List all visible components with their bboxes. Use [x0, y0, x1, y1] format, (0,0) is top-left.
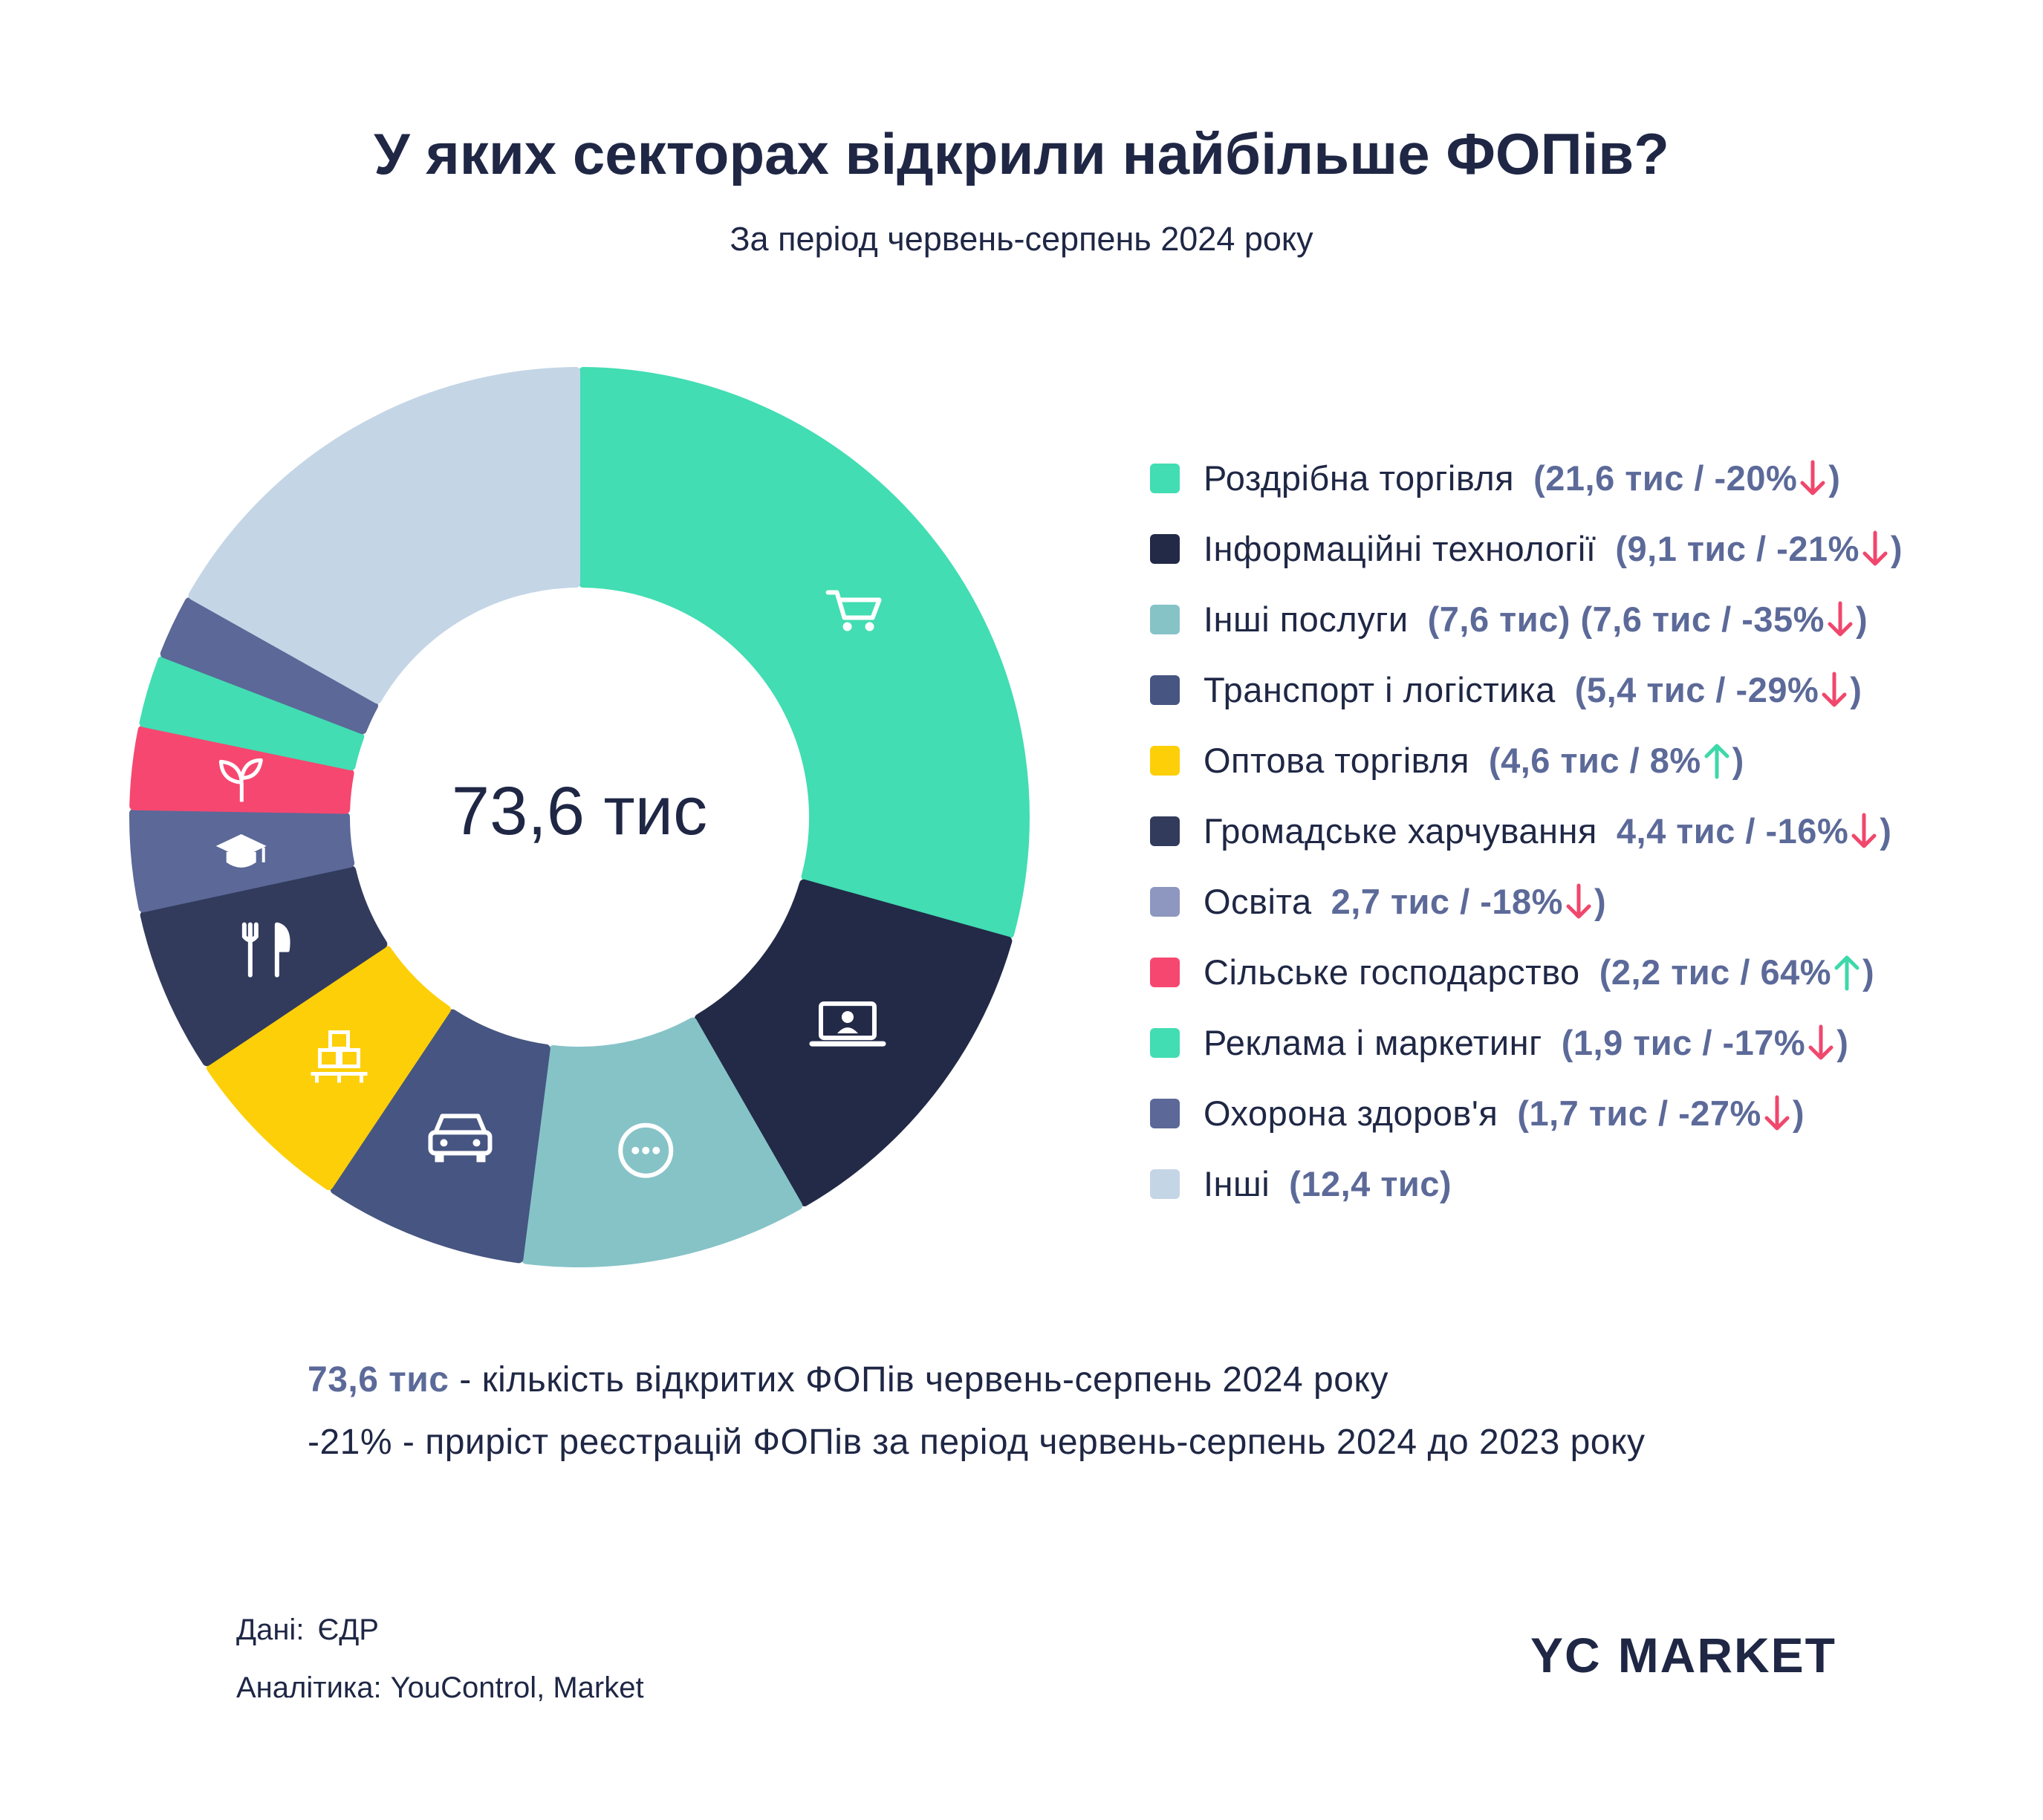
arrow-down-icon [1566, 883, 1591, 919]
note-growth: -21% - приріст реєстрацій ФОПів за періо… [308, 1423, 1646, 1462]
legend-swatch [1150, 463, 1180, 493]
donut-slice [160, 597, 379, 735]
donut-slice [139, 656, 365, 771]
legend-swatch [1150, 604, 1180, 634]
chart-legend: Роздрібна торгівля (21,6 тис / -20%) Інфор… [1150, 443, 1903, 1219]
legend-swatch [1150, 886, 1180, 917]
logo-text: MARKET [1617, 1628, 1836, 1683]
legend-label: Інформаційні технології [1204, 529, 1597, 568]
arrow-down-icon [1800, 460, 1825, 495]
legend-swatch [1150, 1169, 1180, 1199]
boxes-icon [311, 1030, 368, 1083]
arrow-down-icon [1764, 1095, 1790, 1131]
laptop-icon [809, 1001, 886, 1047]
legend-label: Інші [1204, 1164, 1270, 1203]
legend-swatch [1150, 675, 1180, 705]
legend-label: Сільське господарство [1204, 952, 1580, 992]
arrow-down-icon [1822, 672, 1847, 707]
legend-label: Оптова торгівля [1204, 741, 1469, 780]
sprout-icon [218, 758, 263, 802]
chart-subtitle: За період червень-серпень 2024 року [730, 220, 1313, 258]
legend-swatch [1150, 1098, 1180, 1128]
legend-item: Реклама і маркетинг (1,9 тис / -17%) [1150, 1007, 1903, 1078]
shopping-cart-icon [825, 590, 882, 631]
legend-value: (21,6 тис / -20%) [1533, 458, 1841, 498]
legend-label: Освіта [1204, 882, 1312, 921]
donut-slice [330, 1009, 550, 1264]
chart-title: У яких секторах відкрили найбільше ФОПів… [374, 121, 1669, 186]
donut-slice [579, 367, 1030, 939]
car-icon [428, 1114, 493, 1163]
legend-item: Роздрібна торгівля (21,6 тис / -20%) [1150, 443, 1903, 513]
legend-swatch [1150, 1027, 1180, 1058]
legend-item: Інформаційні технології (9,1 тис / -21%) [1150, 513, 1903, 584]
arrow-down-icon [1808, 1024, 1833, 1060]
legend-item: Сільське господарство (2,2 тис / 64%) [1150, 937, 1903, 1007]
arrow-down-icon [1862, 530, 1888, 566]
legend-label: Транспорт і логістика [1204, 670, 1556, 709]
arrow-up-icon [1834, 955, 1860, 991]
footer-sources: Дані: ЄДР Аналітика: YouControl, Market [236, 1613, 644, 1729]
legend-swatch [1150, 745, 1180, 776]
donut-slice [140, 865, 388, 1067]
donut-slice [188, 367, 580, 704]
footer-analytics-label: Аналітика: [236, 1671, 382, 1704]
legend-swatch [1150, 816, 1180, 846]
note-total-value: 73,6 тис [308, 1360, 449, 1400]
legend-label: Роздрібна торгівля [1204, 458, 1515, 498]
footer-data-value: ЄДР [317, 1613, 379, 1646]
arrow-down-icon [1828, 601, 1853, 637]
brand-logo: YC MARKET [1530, 1627, 1836, 1683]
footer-data-label: Дані: [236, 1613, 305, 1646]
legend-label: Громадське харчування [1204, 811, 1597, 851]
legend-value: (1,9 тис / -17%) [1561, 1023, 1849, 1062]
legend-value: 2,7 тис / -18%) [1331, 882, 1607, 921]
notes: 73,6 тис - кількість відкритих ФОПів чер… [308, 1359, 1646, 1484]
legend-item: Освіта 2,7 тис / -18%) [1150, 866, 1903, 937]
footer-data-line: Дані: ЄДР [236, 1613, 644, 1671]
legend-swatch [1150, 957, 1180, 987]
logo-mark: YC [1530, 1628, 1602, 1683]
legend-label: Реклама і маркетинг [1204, 1023, 1542, 1062]
center-total-label: 73,6 тис [451, 773, 708, 849]
arrow-down-icon [1851, 813, 1877, 848]
cutlery-icon [241, 922, 290, 978]
legend-value: (4,6 тис / 8%) [1488, 741, 1744, 780]
legend-item: Інші послуги (7,6 тис) (7,6 тис / -35%) [1150, 584, 1903, 654]
arrow-up-icon [1704, 744, 1729, 779]
legend-value: 4,4 тис / -16%) [1616, 811, 1892, 851]
donut-slice [522, 1017, 803, 1267]
donut-slice [129, 725, 354, 814]
legend-value: (12,4 тис) [1289, 1164, 1452, 1203]
legend-value: (7,6 тис) (7,6 тис / -35%) [1427, 599, 1868, 639]
legend-label: Охорона здоров'я [1204, 1093, 1498, 1133]
legend-item: Оптова торгівля (4,6 тис / 8%) [1150, 725, 1903, 796]
legend-value: (2,2 тис / 64%) [1599, 952, 1875, 992]
legend-item: Транспорт і логістика (5,4 тис / -29%) [1150, 654, 1903, 725]
footer-analytics-line: Аналітика: YouControl, Market [236, 1671, 644, 1729]
more-dots-icon [618, 1122, 674, 1178]
legend-item: Громадське харчування 4,4 тис / -16%) [1150, 796, 1903, 866]
legend-item: Інші (12,4 тис) [1150, 1148, 1903, 1219]
legend-value: (9,1 тис / -21%) [1615, 529, 1903, 568]
legend-label: Інші послуги [1204, 599, 1409, 639]
graduation-cap-icon [215, 833, 267, 868]
legend-value: (5,4 тис / -29%) [1574, 670, 1862, 709]
note-total-text: - кількість відкритих ФОПів червень-серп… [449, 1360, 1388, 1400]
note-total: 73,6 тис - кількість відкритих ФОПів чер… [308, 1359, 1646, 1422]
footer-analytics-value: YouControl, Market [390, 1671, 644, 1704]
legend-item: Охорона здоров'я (1,7 тис / -27%) [1150, 1078, 1903, 1148]
legend-swatch [1150, 533, 1180, 564]
legend-value: (1,7 тис / -27%) [1517, 1093, 1805, 1133]
